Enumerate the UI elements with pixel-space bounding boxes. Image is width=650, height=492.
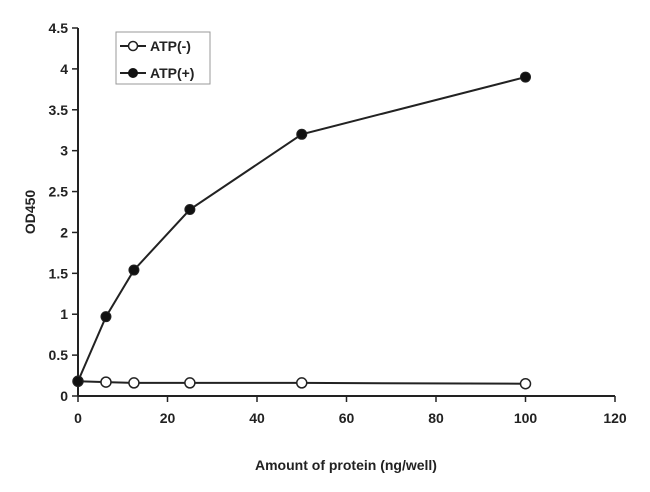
legend-label-atp-minus: ATP(-)	[150, 38, 191, 54]
y-tick-label: 2.5	[49, 184, 69, 200]
y-tick-label: 4	[60, 61, 68, 77]
data-point-atp-minus	[296, 377, 308, 389]
legend-frame	[115, 31, 211, 85]
series-line-atp-plus	[77, 76, 526, 382]
legend-marker-open-circle	[127, 40, 139, 52]
data-point-atp-minus	[519, 377, 532, 390]
legend-label-atp-plus: ATP(+)	[150, 65, 194, 81]
y-tick-label: 2	[60, 224, 68, 240]
data-point-atp-plus	[184, 204, 196, 216]
data-point-atp-plus	[128, 264, 140, 276]
y-tick-label: 0	[60, 388, 68, 404]
legend: ATP(-) ATP(+)	[115, 31, 211, 85]
x-axis-title: Amount of protein (ng/well)	[255, 457, 437, 473]
x-tick-label: 80	[428, 410, 444, 426]
y-tick-label: 4.5	[49, 20, 69, 36]
x-tick-label: 40	[249, 410, 265, 426]
y-tick-label: 1	[60, 306, 68, 322]
data-point-atp-minus	[100, 376, 112, 388]
x-tick-label: 60	[339, 410, 355, 426]
y-tick-label: 3	[60, 143, 68, 159]
data-point-atp-plus	[100, 311, 112, 323]
x-tick-label: 0	[74, 410, 82, 426]
data-point-atp-minus	[128, 377, 140, 389]
x-tick-label: 120	[603, 410, 627, 426]
data-point-atp-minus	[184, 377, 196, 389]
series-layer	[72, 71, 532, 390]
x-tick-label: 100	[514, 410, 538, 426]
ticks: 0 20 40 60 80 100 120 0 0.5 1 1.5 2 2.5 3 3.5 4 4.5	[49, 20, 627, 426]
y-tick-label: 1.5	[49, 265, 69, 281]
y-axis-title: OD450	[22, 190, 38, 235]
y-tick-label: 3.5	[49, 102, 69, 118]
x-tick-label: 20	[160, 410, 176, 426]
data-point-atp-plus	[72, 375, 84, 387]
y-tick-label: 0.5	[49, 347, 69, 363]
data-point-atp-plus	[520, 71, 531, 83]
data-point-atp-plus	[296, 128, 308, 140]
legend-marker-filled-circle	[128, 68, 138, 78]
